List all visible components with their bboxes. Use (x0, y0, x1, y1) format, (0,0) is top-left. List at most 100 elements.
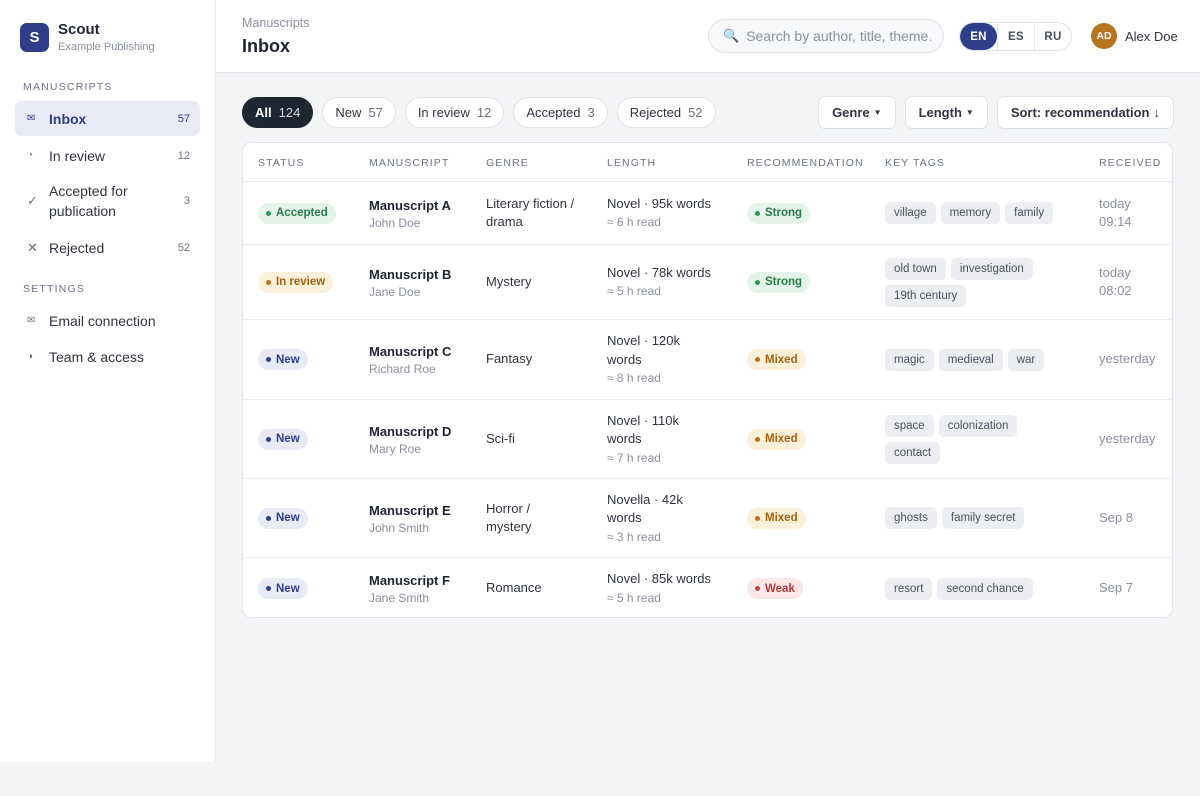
length-dropdown[interactable]: Length ▼ (904, 96, 988, 129)
sidebar-item-inbox[interactable]: ✉ Inbox 57 (15, 101, 200, 136)
sidebar-item-team-access[interactable]: ◑ Team & access (15, 339, 200, 374)
dropdown-label: Sort: recommendation (1010, 105, 1150, 120)
received-date: yesterday (1099, 430, 1156, 446)
manuscript-title[interactable]: Manuscript C (369, 344, 452, 359)
section-settings-label: Settings (23, 283, 86, 295)
tag[interactable]: family (1005, 202, 1054, 224)
tag[interactable]: medieval (938, 348, 1003, 371)
manuscript-author: Jane Doe (369, 284, 421, 299)
search-box[interactable]: 🔍 (708, 19, 944, 53)
tag[interactable]: magic (885, 348, 934, 371)
manuscript-author: John Smith (369, 520, 430, 535)
lang-es-button[interactable]: ES (997, 23, 1034, 50)
recommendation-label: Strong (765, 276, 803, 288)
recommendation-label: Mixed (765, 353, 798, 366)
chip-rejected[interactable]: Rejected 52 (616, 97, 716, 128)
chip-all[interactable]: All 124 (242, 97, 314, 128)
table-row[interactable]: New Manuscript F Jane Smith Romance Novel… (243, 558, 1172, 617)
tag[interactable]: colonization (938, 414, 1018, 437)
tag[interactable]: contact (885, 441, 941, 464)
manuscript-length: Novel · 78k words (607, 264, 712, 280)
caret-down-icon: ▼ (965, 108, 974, 117)
sidebar-item-email-connection[interactable]: ✉ Email connection (15, 303, 200, 338)
recommendation-badge: Mixed (747, 349, 806, 370)
status-badge: New (258, 349, 308, 370)
brand[interactable]: S Scout Example Publishing (20, 22, 155, 53)
manuscript-length: Novel · 95k words (607, 195, 712, 211)
status-badge: New (258, 428, 308, 450)
manuscript-title[interactable]: Manuscript E (369, 502, 451, 518)
tag[interactable]: space (885, 414, 934, 437)
lang-ru-button[interactable]: RU (1034, 23, 1071, 50)
tag[interactable]: second chance (937, 577, 1033, 600)
recommendation-label: Mixed (765, 512, 798, 524)
lang-en-button[interactable]: EN (960, 23, 997, 50)
manuscript-genre: Mystery (486, 273, 532, 289)
genre-dropdown[interactable]: Genre ▼ (818, 96, 896, 129)
chip-label: Rejected (629, 105, 682, 120)
chip-count: 52 (688, 105, 703, 120)
tag[interactable]: memory (940, 202, 1001, 224)
table-row[interactable]: Accepted Manuscript A John Doe Literary f… (243, 182, 1172, 245)
user-menu[interactable]: AD Alex Doe (1091, 23, 1178, 49)
breadcrumb[interactable]: Manuscripts (242, 16, 310, 30)
manuscript-length: Novella · 42k words (607, 491, 683, 526)
read-time: ≈ 5 h read (607, 284, 661, 299)
column-header-length[interactable]: Length (607, 157, 657, 169)
read-time: ≈ 5 h read (607, 590, 661, 605)
recommendation-badge: Mixed (747, 507, 806, 529)
received-date: today 09:14 (1099, 195, 1132, 230)
chip-new[interactable]: New 57 (322, 97, 396, 128)
read-time: ≈ 6 h read (607, 215, 661, 230)
status-label: New (276, 512, 300, 524)
chip-in-review[interactable]: In review 12 (404, 97, 505, 128)
status-label: New (276, 353, 300, 366)
app-name: Scout (58, 21, 100, 38)
column-header-status[interactable]: Status (258, 157, 305, 169)
table-row[interactable]: New Manuscript C Richard Roe Fantasy Nove… (243, 320, 1172, 400)
status-label: Accepted (276, 207, 328, 219)
table-row[interactable]: New Manuscript D Mary Roe Sci-fi Novel · … (243, 400, 1172, 479)
manuscript-title[interactable]: Manuscript D (369, 423, 452, 439)
recommendation-badge: Mixed (747, 428, 806, 450)
tag[interactable]: family secret (941, 507, 1025, 529)
search-icon: 🔍 (723, 28, 740, 43)
column-header-received[interactable]: Received (1099, 157, 1162, 169)
column-header-genre[interactable]: Genre (486, 157, 529, 169)
received-date: today 08:02 (1099, 264, 1132, 299)
manuscript-title[interactable]: Manuscript A (369, 197, 451, 213)
tag[interactable]: 19th century (885, 284, 967, 307)
sidebar-item-label: In review (49, 147, 106, 164)
sidebar-item-accepted[interactable]: ✓ Accepted for publication 3 (15, 177, 200, 225)
recommendation-label: Strong (765, 207, 803, 219)
tag[interactable]: old town (885, 257, 946, 280)
table-row[interactable]: New Manuscript E John Smith Horror / myst… (243, 479, 1172, 558)
chip-accepted[interactable]: Accepted 3 (513, 97, 608, 128)
table-row[interactable]: In review Manuscript B Jane Doe Mystery N… (243, 245, 1172, 320)
manuscript-title[interactable]: Manuscript B (369, 266, 452, 282)
column-header-key-tags[interactable]: Key tags (885, 157, 946, 169)
header: Manuscripts Inbox 🔍 EN ES RU AD Alex Doe (216, 0, 1200, 73)
tag[interactable]: investigation (950, 257, 1033, 280)
recommendation-badge: Weak (747, 578, 803, 599)
tag[interactable]: village (885, 202, 936, 224)
sidebar-item-rejected[interactable]: ✕ Rejected 52 (15, 230, 200, 265)
manuscript-length: Novel · 85k words (607, 571, 712, 587)
page-title: Inbox (242, 36, 290, 56)
filter-dropdowns: Genre ▼ Length ▼ Sort: recommendation ↓ (809, 96, 1174, 129)
x-icon: ✕ (27, 239, 38, 255)
search-input[interactable] (746, 28, 932, 44)
sidebar-item-in-review[interactable]: ◔ In review 12 (15, 138, 200, 173)
language-switcher: EN ES RU (959, 22, 1072, 51)
tag[interactable]: resort (885, 577, 933, 600)
check-icon: ✓ (27, 193, 38, 208)
dropdown-label: Genre (832, 105, 870, 120)
column-header-recommendation[interactable]: Recommendation (747, 157, 864, 169)
received-date: yesterday (1099, 351, 1156, 367)
manuscript-title[interactable]: Manuscript F (369, 573, 450, 588)
tag[interactable]: ghosts (885, 507, 937, 529)
column-header-manuscript[interactable]: Manuscript (369, 157, 450, 169)
tag[interactable]: war (1007, 348, 1045, 371)
chip-count: 57 (368, 105, 383, 120)
sort-dropdown[interactable]: Sort: recommendation ↓ (996, 96, 1174, 129)
